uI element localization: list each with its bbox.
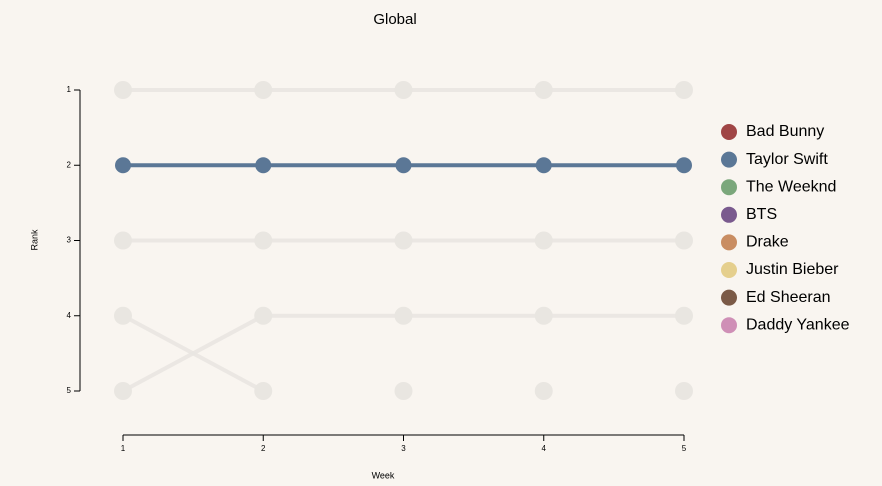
series-point [675, 382, 693, 400]
legend-swatch [721, 234, 737, 251]
series-point [254, 306, 273, 325]
legend-swatch [721, 124, 737, 140]
legend-swatch [721, 289, 737, 306]
series-point [675, 306, 693, 325]
series-point [534, 306, 553, 325]
x-tick-label: 2 [261, 444, 266, 453]
x-axis-label: Week [372, 470, 395, 480]
legend-label: Daddy Yankee [746, 316, 850, 333]
series-point [115, 157, 131, 174]
x-tick-label: 3 [401, 444, 406, 453]
series-point [675, 81, 693, 99]
y-axis-label: Rank [29, 229, 39, 251]
y-tick-label: 4 [67, 311, 72, 320]
x-tick-label: 4 [542, 444, 547, 453]
legend-swatch [721, 206, 737, 223]
series-point [255, 157, 272, 174]
series-point [394, 382, 413, 400]
series-point [394, 81, 413, 99]
x-tick-label: 5 [682, 444, 687, 453]
legend-swatch [721, 262, 737, 278]
series-point [535, 157, 552, 174]
y-tick-label: 1 [67, 85, 72, 94]
y-tick-label: 3 [67, 236, 72, 245]
series-point [394, 231, 413, 250]
y-tick-label: 5 [67, 386, 72, 395]
legend-label: The Weeknd [746, 178, 836, 195]
x-tick-label: 1 [121, 444, 126, 453]
series-point [254, 231, 273, 250]
series-point [534, 231, 553, 250]
series-point [114, 382, 132, 400]
series-point [675, 231, 693, 250]
legend-swatch [721, 151, 737, 168]
series-point [534, 81, 553, 99]
series-point [395, 157, 412, 174]
legend-label: Justin Bieber [746, 261, 839, 278]
series-point [254, 81, 273, 99]
chart-title: Global [373, 11, 416, 28]
series-point [114, 306, 132, 325]
legend-label: Taylor Swift [746, 151, 828, 168]
y-tick-label: 2 [67, 160, 72, 169]
series-point [676, 157, 692, 174]
series-point [114, 81, 132, 99]
legend-label: BTS [746, 206, 777, 223]
legend-label: Drake [746, 234, 789, 251]
series-point [534, 382, 553, 400]
legend-label: Ed Sheeran [746, 289, 831, 306]
legend-swatch [721, 317, 737, 334]
series-point [254, 382, 273, 400]
series-point [394, 306, 413, 325]
series-point [114, 231, 132, 250]
legend-swatch [721, 179, 737, 196]
legend-label: Bad Bunny [746, 123, 824, 140]
